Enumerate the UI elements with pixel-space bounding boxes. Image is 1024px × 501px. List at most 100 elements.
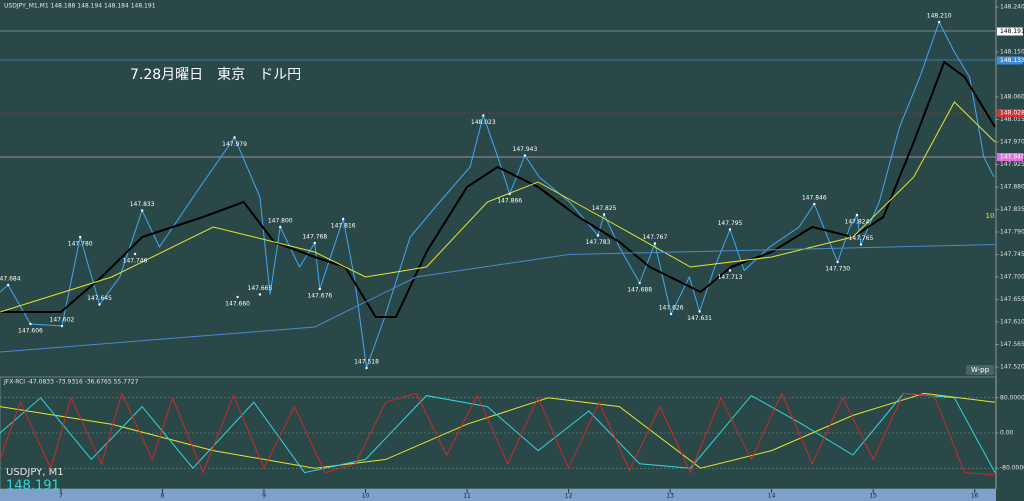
- annotation-point: [728, 269, 732, 272]
- annotation-point: [233, 136, 236, 139]
- annotation-label: 147.626: [659, 305, 684, 312]
- annotation-point: [602, 213, 606, 216]
- annotation-point: [482, 114, 485, 117]
- x-tick-label: 10: [362, 493, 370, 500]
- pivot-label: W-pp: [971, 366, 990, 374]
- annotation-point: [508, 192, 511, 196]
- price-marker: [997, 153, 1023, 161]
- annotation-label: 147.688: [627, 287, 652, 294]
- annotation-label: 147.866: [497, 198, 522, 205]
- y-tick-label: 147.790: [1000, 229, 1024, 236]
- series-line: [0, 20, 995, 369]
- price-marker-label: 147.940: [1000, 154, 1024, 161]
- annotation-label: 148.210: [927, 13, 952, 20]
- annotation-point: [638, 281, 641, 285]
- annotation-label: 147.825: [592, 205, 617, 212]
- annotation-point: [523, 154, 527, 157]
- annotation-label: 147.631: [687, 315, 712, 322]
- y-tick-label: 147.835: [1000, 206, 1024, 213]
- header: USDJPY_M1,M1 148.188 148.194 148.184 148…: [4, 3, 156, 10]
- count-label: 10: [986, 212, 995, 220]
- sub-title: JFX-RCI -47.0833 -73.9316 -36.6765 55.77…: [3, 379, 139, 386]
- annotation-point: [836, 260, 839, 264]
- annotation-label: 147.833: [130, 201, 155, 208]
- annotation-label: 147.783: [586, 239, 611, 246]
- annotation-point: [79, 235, 82, 239]
- y-tick-label: 147.610: [1000, 319, 1024, 326]
- annotation-point: [258, 293, 262, 296]
- annotation-point: [133, 252, 137, 256]
- annotation-label: 147.676: [307, 293, 332, 300]
- x-tick-label: 13: [666, 493, 674, 500]
- y-tick-label: 147.970: [1000, 139, 1024, 146]
- x-tick-label: 14: [768, 493, 776, 500]
- y-tick-label: 147.565: [1000, 341, 1024, 348]
- annotation-point: [855, 213, 859, 217]
- y-tick-label: 80.0000: [1000, 394, 1024, 401]
- price: 148.191: [6, 479, 60, 494]
- series-line: [0, 60, 996, 318]
- annotation-label: 148.023: [471, 119, 496, 126]
- series-line: [0, 244, 996, 353]
- series-line: [0, 391, 996, 476]
- annotation-point: [60, 324, 64, 328]
- annotation-point: [813, 202, 816, 206]
- annotation-point: [698, 310, 701, 313]
- y-tick-label: 147.745: [1000, 251, 1024, 258]
- annotation-label: 147.665: [248, 285, 273, 292]
- y-tick-label: 147.925: [1000, 161, 1024, 168]
- annotation-point: [365, 366, 368, 370]
- y-tick-label: 148.150: [1000, 49, 1024, 56]
- pivot-box: [966, 365, 994, 375]
- annotation-label: 147.846: [802, 195, 827, 202]
- annotation-label: 147.746: [123, 258, 148, 265]
- annotation-label: 147.824: [845, 219, 870, 226]
- annotation-point: [596, 234, 600, 237]
- price-marker-label: 148.028: [1000, 110, 1024, 117]
- annotation-point: [313, 241, 316, 245]
- annotation-point: [29, 322, 32, 326]
- annotation-label: 147.602: [50, 317, 75, 324]
- time-strip: [0, 489, 996, 501]
- chart-title: 7.28月曜日 東京 ドル円: [130, 67, 301, 83]
- x-tick-label: 9: [262, 493, 266, 500]
- price-marker: [997, 27, 1023, 36]
- y-tick-label: 147.655: [1000, 296, 1024, 303]
- annotation-label: 147.713: [718, 274, 743, 281]
- annotation-point: [236, 295, 239, 299]
- series-line: [0, 101, 996, 313]
- annotation-label: 147.795: [718, 220, 743, 227]
- y-tick-label: 147.880: [1000, 184, 1024, 191]
- annotation-label: 147.768: [302, 234, 327, 241]
- price-marker-label: 148.133: [1000, 57, 1024, 64]
- annotation-label: 147.800: [268, 218, 293, 225]
- price-marker: [997, 56, 1023, 65]
- annotation-label: 147.730: [825, 266, 850, 273]
- y-tick-label: 148.240: [1000, 4, 1024, 11]
- annotation-point: [279, 225, 282, 229]
- y-tick-label: 148.060: [1000, 94, 1024, 101]
- annotation-point: [98, 303, 101, 306]
- x-tick-label: 7: [59, 493, 63, 500]
- series-line: [0, 392, 996, 469]
- x-tick-label: 8: [161, 493, 165, 500]
- symbol: USDJPY, M1: [6, 467, 64, 478]
- y-tick-label: 148.015: [1000, 116, 1024, 123]
- annotation-label: 147.684: [0, 276, 21, 283]
- y-tick-label: -80.0000: [1000, 465, 1024, 472]
- annotation-label: 147.518: [354, 359, 379, 366]
- annotation-label: 147.780: [68, 241, 93, 248]
- annotation-label: 147.765: [849, 235, 874, 242]
- annotation-label: 147.979: [222, 141, 247, 148]
- x-tick-label: 16: [971, 493, 979, 500]
- annotation-label: 147.816: [331, 223, 356, 230]
- annotation-point: [6, 283, 10, 287]
- y-tick-label: 147.520: [1000, 364, 1024, 371]
- annotation-label: 147.943: [513, 146, 538, 153]
- annotation-point: [140, 209, 144, 212]
- annotation-point: [669, 312, 673, 316]
- annotation-label: 147.645: [87, 295, 112, 302]
- x-tick-label: 15: [869, 493, 877, 500]
- annotation-point: [728, 228, 732, 231]
